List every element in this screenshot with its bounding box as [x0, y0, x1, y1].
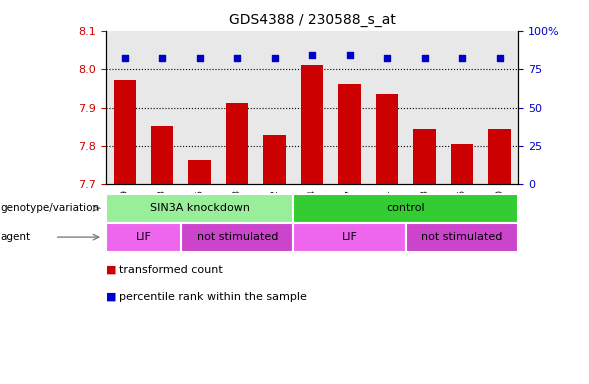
Text: LIF: LIF: [342, 232, 358, 242]
Bar: [339, 84, 361, 184]
Bar: [376, 94, 398, 184]
Text: genotype/variation: genotype/variation: [1, 203, 100, 214]
Text: SIN3A knockdown: SIN3A knockdown: [150, 203, 250, 214]
Point: [195, 55, 204, 61]
Text: not stimulated: not stimulated: [421, 232, 503, 242]
Bar: [151, 126, 174, 184]
Point: [307, 52, 317, 58]
Text: agent: agent: [1, 232, 31, 242]
Bar: [226, 103, 249, 184]
Text: percentile rank within the sample: percentile rank within the sample: [119, 292, 307, 302]
Bar: [263, 135, 286, 184]
Bar: [188, 160, 211, 184]
Bar: [488, 129, 511, 184]
Bar: [301, 65, 323, 184]
Bar: [413, 129, 436, 184]
Text: not stimulated: not stimulated: [197, 232, 278, 242]
Text: transformed count: transformed count: [119, 265, 223, 275]
Text: ■: ■: [106, 265, 117, 275]
Point: [495, 55, 504, 61]
Point: [233, 55, 242, 61]
Point: [157, 55, 167, 61]
Text: LIF: LIF: [135, 232, 151, 242]
Bar: [451, 144, 474, 184]
Text: control: control: [386, 203, 425, 214]
Point: [420, 55, 429, 61]
Point: [120, 55, 130, 61]
Text: GDS4388 / 230588_s_at: GDS4388 / 230588_s_at: [229, 13, 396, 27]
Text: ■: ■: [106, 292, 117, 302]
Point: [458, 55, 467, 61]
Point: [345, 52, 355, 58]
Point: [382, 55, 392, 61]
Point: [270, 55, 279, 61]
Bar: [114, 80, 136, 184]
